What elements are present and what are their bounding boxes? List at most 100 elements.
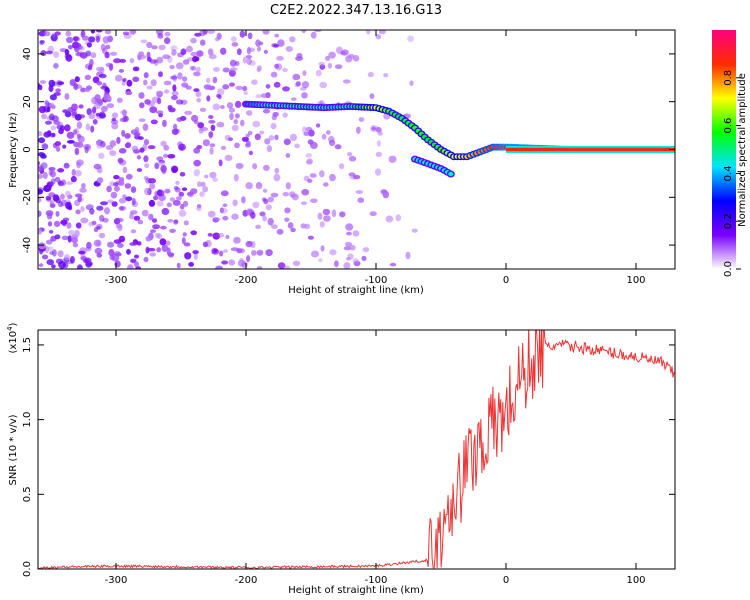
snr-y-ticks: 0.0 0.5 1.0 1.5 [22, 337, 675, 577]
spectrogram-cell [158, 44, 166, 51]
spectrogram-cell [334, 144, 342, 150]
spectrogram-cell [329, 173, 336, 182]
spectrogram-cell [52, 194, 60, 202]
spectrogram-cell [111, 201, 118, 207]
spectrogram-cell [156, 90, 164, 95]
spectrogram-cell [252, 201, 260, 209]
spectrogram-cell [157, 189, 162, 197]
spectrogram-cell [283, 138, 291, 146]
spectrogram-cell [133, 132, 141, 137]
spectrogram-cell [149, 106, 158, 114]
spectrogram-cell [74, 229, 80, 238]
spectrogram-cell [340, 51, 346, 56]
spectrogram-x-label: Height of straight line (km) [288, 285, 424, 296]
spectrogram-cell [99, 73, 107, 79]
spectrogram-cell [325, 130, 331, 135]
spectrogram-cell [193, 88, 200, 92]
spectrogram-cell [38, 197, 42, 203]
spectrogram-cell [301, 189, 310, 196]
spectrogram-cell [263, 49, 268, 54]
spectrogram-cell [274, 167, 280, 174]
spectrogram-cell [285, 182, 291, 190]
spectrogram-cell [155, 110, 164, 114]
spectrogram-cell [92, 106, 97, 114]
spectrogram-cell [407, 35, 414, 42]
spectrogram-cell [377, 131, 383, 136]
spectrogram-cell [46, 130, 52, 137]
spectrogram-cell [104, 30, 112, 35]
spectrogram-cell [104, 51, 110, 59]
spectrogram-cell [263, 164, 270, 171]
spectrogram-cell [96, 249, 103, 254]
spectrogram-cell [65, 201, 72, 210]
snr-y-tick-label: 0.0 [22, 561, 33, 577]
spectrogram-cell [163, 80, 172, 86]
spectrogram-cell [62, 144, 67, 149]
spectrogram-cell [203, 84, 212, 90]
spectrogram-cell [78, 250, 86, 255]
spectrogram-cell [367, 71, 374, 78]
spectrogram-cell [148, 213, 154, 221]
spectrogram-cell [234, 100, 242, 108]
spectrogram-cell [143, 139, 150, 146]
spectrogram-cell [301, 30, 307, 34]
spectrogram-cell [181, 82, 189, 88]
spectrogram-cell [38, 82, 41, 88]
spectrogram-cell [212, 103, 221, 111]
spectrogram-cell [214, 217, 221, 221]
spectrogram-cell [208, 131, 214, 138]
spectrogram-cell [79, 187, 87, 193]
spectrogram-cell [338, 163, 345, 170]
spectrogram-cell [131, 145, 139, 152]
spectrogram-cell [328, 51, 336, 59]
spectrogram-cell [83, 143, 91, 150]
spectrogram-cell [273, 173, 281, 182]
spectrogram-cell [162, 54, 171, 59]
spectrogram-cell [124, 133, 131, 139]
spectrogram-cell [66, 131, 75, 139]
spectrogram-cell [38, 173, 44, 179]
spectrogram-cell [182, 59, 190, 65]
spectrogram-cell [61, 179, 67, 186]
spectrogram-cell [232, 199, 238, 207]
snr-series-line [38, 330, 675, 569]
spectrogram-cell [91, 96, 98, 105]
spectrogram-cell [331, 209, 337, 218]
spectrogram-cell [228, 259, 235, 266]
spectrogram-cell [207, 210, 216, 218]
spectrogram-cell [47, 221, 53, 227]
spectrogram-cell [284, 207, 291, 214]
spectrogram-cell [130, 210, 138, 215]
colorbar-tick-label: 0.0 [723, 261, 734, 277]
spectrogram-cell [102, 48, 108, 55]
spectrogram-cell [204, 174, 209, 179]
spectrogram-cell [65, 190, 71, 197]
spectrogram-cell [366, 30, 371, 35]
spectrogram-cell [158, 71, 163, 78]
spectrogram-cell [160, 225, 167, 230]
spectrogram-cell [376, 140, 381, 147]
spectrogram-cell [64, 93, 70, 100]
spectrogram-cell [107, 241, 115, 248]
spectrogram-cell [378, 30, 386, 35]
spectrogram-cell [218, 159, 223, 167]
spectrogram-cell [57, 250, 64, 258]
spectrogram-cell [50, 170, 56, 178]
spectrogram-cell [285, 153, 291, 158]
spectrogram-cell [328, 139, 336, 146]
spectrogram-cell [105, 62, 114, 68]
spectrogram-cell [233, 119, 238, 125]
spectrogram-cell [274, 33, 280, 38]
spectrogram-cell [231, 213, 239, 220]
spectrogram-cell [225, 234, 230, 240]
spectrogram-cell [159, 238, 167, 246]
spectrogram-cell [64, 254, 70, 261]
spectrogram-cell [116, 97, 123, 104]
spectrogram-cell [58, 128, 64, 135]
spectrogram-cell [146, 56, 152, 62]
spectrogram-cell [161, 207, 170, 216]
spectrogram-cell [229, 112, 234, 121]
spectrogram-cell [221, 208, 228, 214]
spectrogram-cell [276, 55, 284, 61]
spectrogram-cell [171, 49, 177, 56]
